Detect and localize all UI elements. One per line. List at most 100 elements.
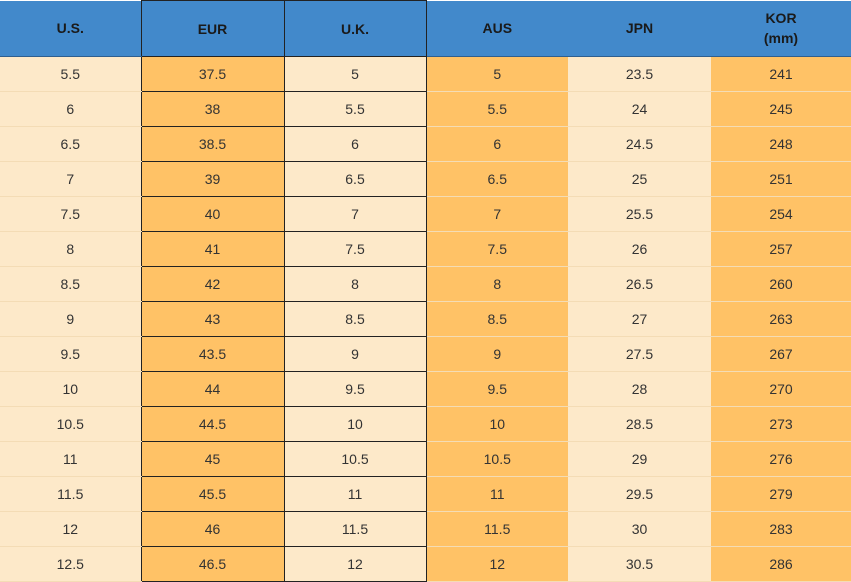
table-cell: 10.5 <box>283 441 427 477</box>
table-cell: 7.5 <box>426 231 568 267</box>
table-row: 6 38 5.5 5.5 24 245 <box>0 91 851 127</box>
table-cell: 7 <box>283 196 427 232</box>
table-cell: 24.5 <box>568 126 711 162</box>
table-cell: 24 <box>568 91 711 127</box>
header-cell: KOR (mm) <box>711 0 851 57</box>
table-cell: 28.5 <box>568 406 711 442</box>
table-row: 10 44 9.5 9.5 28 270 <box>0 371 851 407</box>
table-cell: 6.5 <box>0 126 141 162</box>
table-cell: 7 <box>426 196 568 232</box>
table-cell: 44 <box>140 371 285 407</box>
table-cell: 29.5 <box>568 476 711 512</box>
table-body: 5.5 37.5 5 5 23.5 241 6 38 5.5 5.5 24 245 6.5 38.5 6 6 2… <box>0 56 851 582</box>
table-cell: 27.5 <box>568 336 711 372</box>
table-cell: 10 <box>0 371 141 407</box>
table-cell: 27 <box>568 301 711 337</box>
table-cell: 45.5 <box>140 476 285 512</box>
table-cell: 8 <box>0 231 141 267</box>
table-cell: 26.5 <box>568 266 711 302</box>
table-cell: 10.5 <box>0 406 141 442</box>
table-cell: 7 <box>0 161 141 197</box>
table-cell: 37.5 <box>140 56 285 92</box>
table-cell: 267 <box>711 336 851 372</box>
table-cell: 10 <box>426 406 568 442</box>
table-cell: 44.5 <box>140 406 285 442</box>
table-cell: 6.5 <box>283 161 427 197</box>
table-row: 10.5 44.5 10 10 28.5 273 <box>0 406 851 442</box>
table-cell: 5 <box>283 56 427 92</box>
table-cell: 273 <box>711 406 851 442</box>
table-cell: 12.5 <box>0 546 141 582</box>
table-row: 7.5 40 7 7 25.5 254 <box>0 196 851 232</box>
table-cell: 7.5 <box>0 196 141 232</box>
table-cell: 23.5 <box>568 56 711 92</box>
table-row: 11 45 10.5 10.5 29 276 <box>0 441 851 477</box>
table-cell: 7.5 <box>283 231 427 267</box>
table-cell: 26 <box>568 231 711 267</box>
table-cell: 41 <box>140 231 285 267</box>
table-cell: 8 <box>283 266 427 302</box>
table-cell: 9 <box>0 301 141 337</box>
table-cell: 8.5 <box>426 301 568 337</box>
table-cell: 28 <box>568 371 711 407</box>
table-cell: 25 <box>568 161 711 197</box>
table-cell: 11 <box>0 441 141 477</box>
table-cell: 10 <box>283 406 427 442</box>
table-cell: 12 <box>0 511 141 547</box>
table-cell: 6 <box>426 126 568 162</box>
table-cell: 9.5 <box>426 371 568 407</box>
table-cell: 6 <box>0 91 141 127</box>
table-cell: 9.5 <box>0 336 141 372</box>
table-cell: 5.5 <box>0 56 141 92</box>
table-cell: 30.5 <box>568 546 711 582</box>
table-cell: 38.5 <box>140 126 285 162</box>
table-cell: 260 <box>711 266 851 302</box>
table-row: 6.5 38.5 6 6 24.5 248 <box>0 126 851 162</box>
table-cell: 263 <box>711 301 851 337</box>
table-cell: 5.5 <box>426 91 568 127</box>
header-row: U.S. EUR U.K. AUS JPN KOR (mm) <box>0 0 851 57</box>
table-cell: 46.5 <box>140 546 285 582</box>
table-cell: 10.5 <box>426 441 568 477</box>
table-cell: 276 <box>711 441 851 477</box>
table-cell: 257 <box>711 231 851 267</box>
table-cell: 5 <box>426 56 568 92</box>
table-row: 9.5 43.5 9 9 27.5 267 <box>0 336 851 372</box>
table-cell: 254 <box>711 196 851 232</box>
table-cell: 30 <box>568 511 711 547</box>
table-cell: 11.5 <box>283 511 427 547</box>
table-row: 12 46 11.5 11.5 30 283 <box>0 511 851 547</box>
header-cell: JPN <box>568 0 711 57</box>
header-cell: EUR <box>140 0 285 57</box>
table-cell: 43 <box>140 301 285 337</box>
table-cell: 8.5 <box>283 301 427 337</box>
header-cell: U.K. <box>283 0 427 57</box>
table-cell: 283 <box>711 511 851 547</box>
table-cell: 9 <box>283 336 427 372</box>
table-cell: 12 <box>426 546 568 582</box>
table-cell: 241 <box>711 56 851 92</box>
table-cell: 11 <box>283 476 427 512</box>
table-cell: 25.5 <box>568 196 711 232</box>
table-cell: 8 <box>426 266 568 302</box>
table-cell: 42 <box>140 266 285 302</box>
table-cell: 270 <box>711 371 851 407</box>
table-cell: 286 <box>711 546 851 582</box>
table-cell: 5.5 <box>283 91 427 127</box>
table-cell: 8.5 <box>0 266 141 302</box>
table-cell: 9 <box>426 336 568 372</box>
table-row: 7 39 6.5 6.5 25 251 <box>0 161 851 197</box>
header-cell: AUS <box>426 0 568 57</box>
table-cell: 29 <box>568 441 711 477</box>
header-cell: U.S. <box>0 0 141 57</box>
table-cell: 11.5 <box>0 476 141 512</box>
table-cell: 6 <box>283 126 427 162</box>
table-row: 12.5 46.5 12 12 30.5 286 <box>0 546 851 582</box>
table-cell: 11.5 <box>426 511 568 547</box>
table-cell: 6.5 <box>426 161 568 197</box>
table-cell: 12 <box>283 546 427 582</box>
table-row: 8.5 42 8 8 26.5 260 <box>0 266 851 302</box>
table-cell: 279 <box>711 476 851 512</box>
